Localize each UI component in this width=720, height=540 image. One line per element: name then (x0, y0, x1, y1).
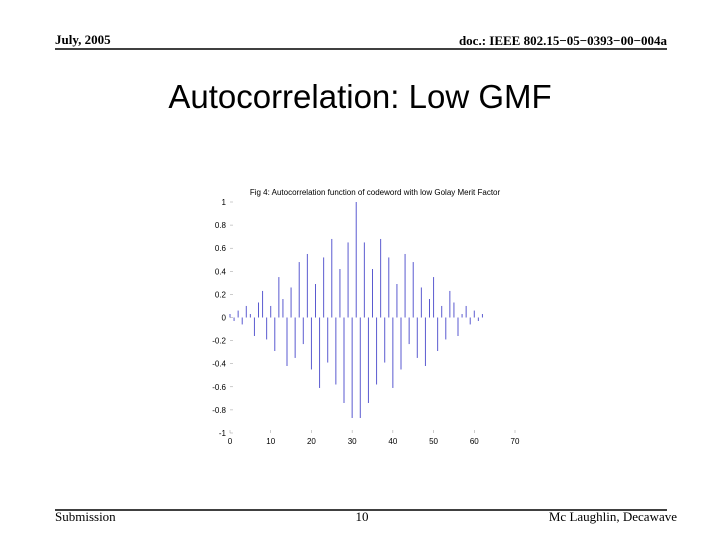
y-tick-label: -1 (219, 429, 227, 438)
y-tick-label: -0.6 (212, 383, 226, 392)
y-tick-label: 1 (222, 198, 227, 207)
y-tick-label: 0.6 (215, 244, 227, 253)
y-tick-label: 0.2 (215, 290, 227, 299)
x-tick-label: 40 (388, 437, 397, 446)
x-tick-label: 60 (470, 437, 479, 446)
chart-title: Fig 4: Autocorrelation function of codew… (250, 188, 501, 197)
x-tick-label: 10 (266, 437, 275, 446)
y-tick-label: 0.4 (215, 267, 227, 276)
y-tick-label: -0.2 (212, 337, 226, 346)
y-tick-label: -0.8 (212, 406, 226, 415)
header-doc: doc.: IEEE 802.15−05−0393−00−004a (459, 33, 668, 48)
footer-right: Mc Laughlin, Decawave (549, 509, 677, 524)
x-tick-label: 50 (429, 437, 438, 446)
x-tick-label: 70 (511, 437, 520, 446)
footer-left: Submission (55, 509, 116, 524)
y-tick-label: 0 (222, 314, 227, 323)
x-tick-label: 20 (307, 437, 316, 446)
y-tick-label: 0.8 (215, 221, 227, 230)
slide-title: Autocorrelation: Low GMF (168, 78, 551, 115)
page-number: 10 (356, 509, 369, 524)
x-tick-label: 30 (348, 437, 357, 446)
y-tick-label: -0.4 (212, 360, 226, 369)
header-date: July, 2005 (55, 32, 111, 47)
x-tick-label: 0 (228, 437, 233, 446)
